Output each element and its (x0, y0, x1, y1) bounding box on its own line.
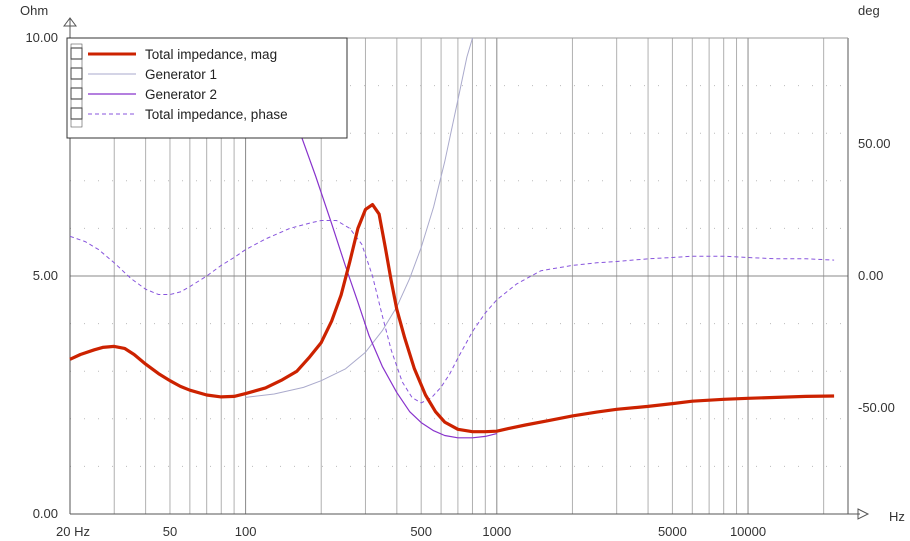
x-tick-label: 100 (235, 524, 257, 539)
x-tick-label: 5000 (658, 524, 687, 539)
x-axis-arrow-icon (848, 508, 870, 520)
y-left-tick-label: 5.00 (33, 268, 58, 283)
y-right-unit: deg (858, 3, 880, 18)
series-line-total-impedance-phase (69, 220, 835, 404)
y-left-tick-label: 10.00 (25, 30, 58, 45)
y-left-unit: Ohm (20, 3, 48, 18)
x-tick-label: 10000 (730, 524, 766, 539)
legend: Total impedance, mag Generator 1 Generat… (66, 37, 348, 139)
legend-checkbox-strip (70, 43, 83, 128)
legend-label-0: Total impedance, mag (145, 47, 277, 62)
y-right-tick-label: 50.00 (858, 136, 891, 151)
legend-checkbox-1[interactable] (70, 67, 83, 80)
series-line-generator-2 (299, 132, 497, 439)
y-left-tick-label: 0.00 (33, 506, 58, 521)
legend-label-1: Generator 1 (145, 67, 217, 82)
x-tick-label: 50 (163, 524, 177, 539)
x-tick-label: 1000 (482, 524, 511, 539)
y-right-tick-label: -50.00 (858, 400, 895, 415)
series (69, 37, 835, 439)
x-tick-label: 500 (410, 524, 432, 539)
legend-checkbox-3[interactable] (70, 107, 83, 120)
x-tick-label: 20 Hz (56, 524, 90, 539)
legend-label-2: Generator 2 (145, 87, 217, 102)
x-unit: Hz (889, 509, 905, 524)
legend-checkbox-2[interactable] (70, 87, 83, 100)
tick-labels: 0.00 5.00 10.00 50.00 0.00 -50.00 20 Hz 50 100 50… (25, 30, 894, 539)
series-line-total-impedance-mag (69, 203, 835, 434)
legend-checkbox-0[interactable] (70, 47, 83, 60)
legend-label-3: Total impedance, phase (145, 107, 288, 122)
y-right-tick-label: 0.00 (858, 268, 883, 283)
